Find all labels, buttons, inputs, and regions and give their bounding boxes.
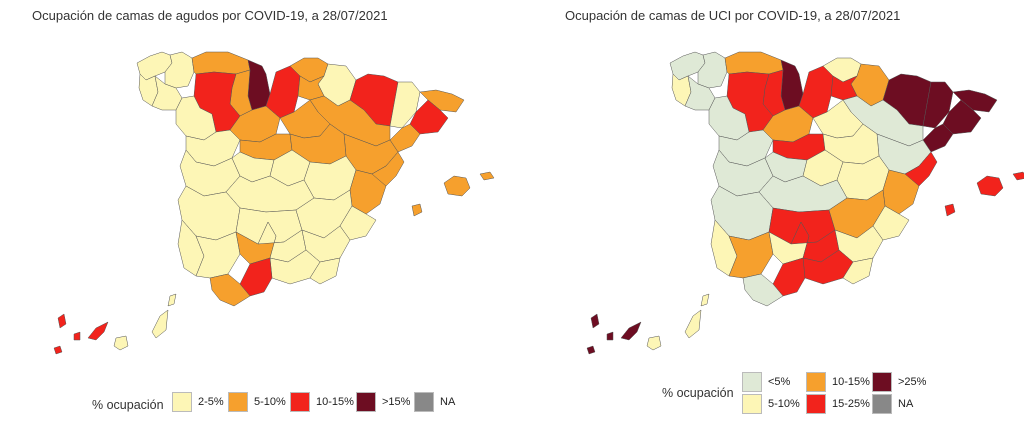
province-la-rioja — [830, 75, 858, 101]
acute-legend-item: NA — [414, 392, 455, 412]
legend-label: 2-5% — [198, 396, 224, 408]
legend-label: 5-10% — [768, 398, 800, 410]
province-el-hierro — [53, 345, 63, 355]
province-almeria — [842, 257, 874, 285]
province-castellon — [371, 151, 405, 187]
province-fuerteventura — [151, 309, 169, 339]
province-ibiza — [411, 203, 423, 217]
province-tenerife — [87, 321, 109, 341]
legend-swatch — [290, 392, 310, 412]
icu-legend-item: NA — [872, 394, 913, 414]
province-lanzarote — [167, 293, 177, 307]
legend-label: 5-10% — [254, 396, 286, 408]
province-lleida — [389, 81, 421, 129]
icu-beds-map-panel: Ocupación de camas de UCI por COVID-19, … — [512, 0, 1024, 437]
acute-legend-item: 2-5% — [172, 392, 224, 412]
icu-legend-item: 15-25% — [806, 394, 870, 414]
acute-legend-title: % ocupación — [92, 398, 164, 412]
province-lugo — [697, 51, 728, 89]
legend-label: >15% — [382, 396, 411, 408]
acute-beds-map-panel: Ocupación de camas de agudos por COVID-1… — [32, 8, 495, 412]
legend-swatch — [414, 392, 434, 412]
province-tenerife — [620, 321, 642, 341]
province-la-palma — [57, 313, 67, 329]
province-lugo — [164, 51, 195, 89]
province-zamora — [708, 95, 750, 141]
province-gran-canaria — [646, 335, 662, 351]
acute-legend-item: >15% — [356, 392, 410, 412]
legend-swatch — [872, 372, 892, 392]
province-cadiz — [209, 273, 251, 307]
legend-swatch — [806, 394, 826, 414]
icu-legend-item: 5-10% — [742, 394, 800, 414]
province-fuerteventura — [684, 309, 702, 339]
province-almeria — [309, 257, 341, 285]
province-asturias — [191, 51, 251, 75]
legend-label: NA — [898, 398, 914, 410]
legend-label: <5% — [768, 376, 791, 388]
province-la-gomera — [73, 331, 81, 341]
spain-provinces-acute — [53, 51, 495, 355]
legend-swatch — [172, 392, 192, 412]
legend-label: 10-15% — [316, 396, 354, 408]
province-el-hierro — [586, 345, 596, 355]
province-la-palma — [590, 313, 600, 329]
legend-swatch — [228, 392, 248, 412]
province-lleida — [922, 81, 954, 129]
icu-legend-item: <5% — [742, 372, 790, 392]
icu-beds-map — [586, 51, 1024, 355]
province-lanzarote — [700, 293, 710, 307]
legend-swatch — [742, 372, 762, 392]
province-zamora — [175, 95, 217, 141]
province-castellon — [904, 151, 938, 187]
legend-label: 15-25% — [832, 398, 870, 410]
province-ibiza — [944, 203, 956, 217]
acute-legend-item: 10-15% — [290, 392, 354, 412]
province-cadiz — [742, 273, 784, 307]
province-menorca — [479, 171, 495, 181]
spain-provinces-icu — [586, 51, 1024, 355]
legend-swatch — [356, 392, 376, 412]
acute-beds-map-title: Ocupación de camas de agudos por COVID-1… — [32, 8, 388, 23]
province-mallorca — [443, 175, 471, 197]
legend-swatch — [806, 372, 826, 392]
legend-swatch — [872, 394, 892, 414]
acute-legend-item: 5-10% — [228, 392, 286, 412]
province-cantabria — [780, 59, 804, 111]
legend-swatch — [742, 394, 762, 414]
legend-label: NA — [440, 396, 456, 408]
legend-label: 10-15% — [832, 376, 870, 388]
province-mallorca — [976, 175, 1004, 197]
province-la-gomera — [606, 331, 614, 341]
icu-beds-map-title: Ocupación de camas de UCI por COVID-19, … — [565, 8, 901, 23]
province-la-rioja — [297, 75, 325, 101]
province-menorca — [1012, 171, 1024, 181]
legend-label: >25% — [898, 376, 927, 388]
icu-legend-item: 10-15% — [806, 372, 870, 392]
icu-legend-item: >25% — [872, 372, 926, 392]
province-cantabria — [247, 59, 271, 111]
icu-legend-title: % ocupación — [662, 386, 734, 400]
province-gran-canaria — [113, 335, 129, 351]
province-asturias — [724, 51, 784, 75]
acute-beds-map — [53, 51, 495, 355]
